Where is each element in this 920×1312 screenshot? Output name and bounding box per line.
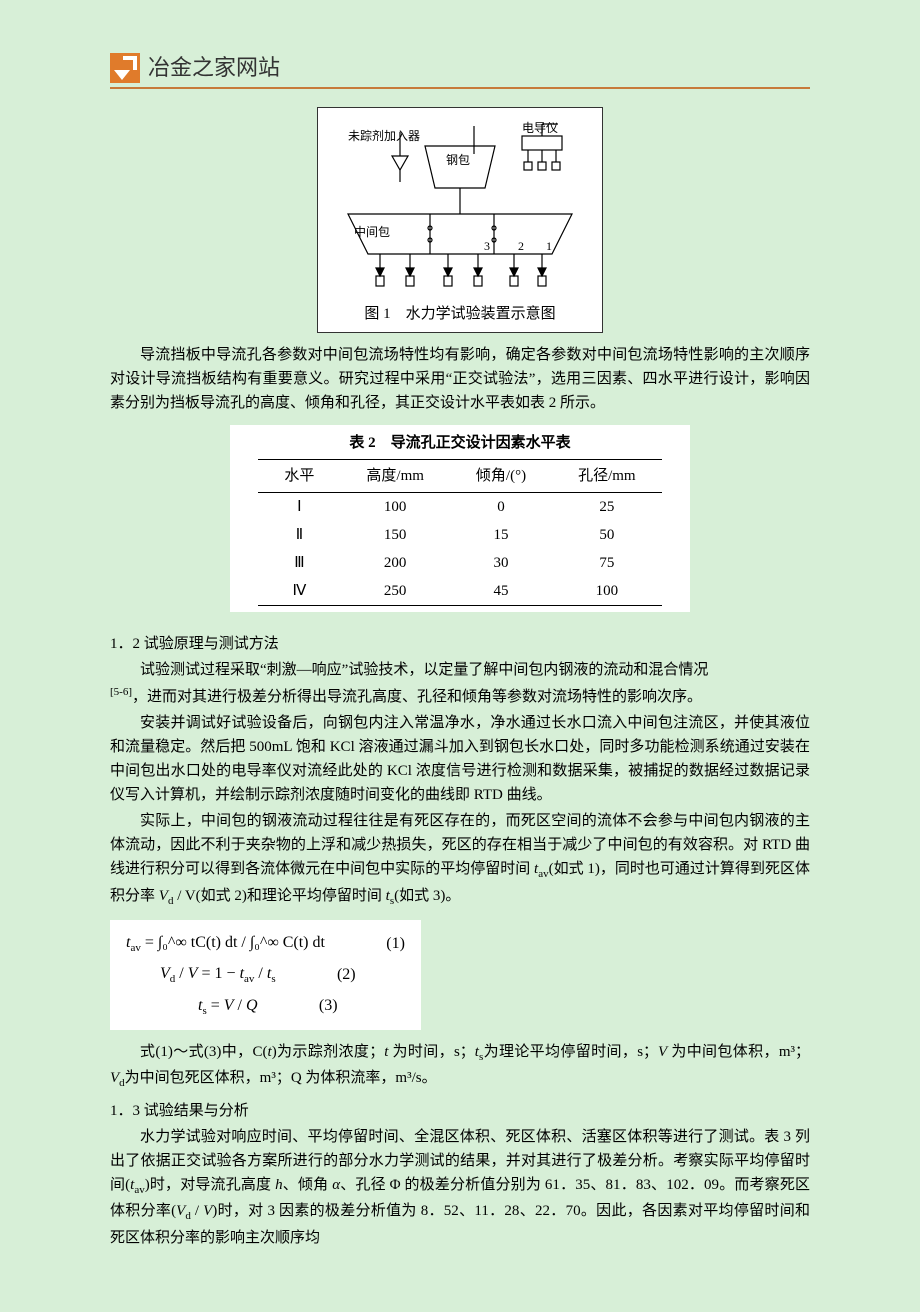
- figure-1-caption: 图 1 水力学试验装置示意图: [330, 302, 590, 326]
- section-1-2-heading: 1．2 试验原理与测试方法: [110, 632, 810, 656]
- table-row: Ⅰ100025: [258, 493, 661, 522]
- figure-1: 未踪剂加入器 钢包 电导仪 中间包 3 2 1 图 1 水力学试验装置示意图: [110, 107, 810, 333]
- svg-text:电导仪: 电导仪: [522, 121, 558, 135]
- svg-text:2: 2: [518, 239, 524, 253]
- site-header: 冶金之家网站: [110, 50, 810, 89]
- section-1-3-heading: 1．3 试验结果与分析: [110, 1099, 810, 1123]
- table-row: Ⅲ2003075: [258, 549, 661, 577]
- paragraph-1: 导流挡板中导流孔各参数对中间包流场特性均有影响，确定各参数对中间包流场特性影响的…: [110, 343, 810, 415]
- equation-1: tav = ∫₀^∞ tC(t) dt / ∫₀^∞ C(t) dt (1): [126, 928, 405, 959]
- svg-text:中间包: 中间包: [354, 224, 390, 239]
- site-logo: [110, 53, 140, 83]
- table-row: Ⅱ1501550: [258, 521, 661, 549]
- paragraph-2a-ref: [5-6]，进而对其进行极差分析得出导流孔高度、孔径和倾角等参数对流场特性的影响…: [110, 684, 810, 709]
- paragraph-4: 水力学试验对响应时间、平均停留时间、全混区体积、死区体积、活塞区体积等进行了测试…: [110, 1125, 810, 1250]
- table-2: 表 2 导流孔正交设计因素水平表 水平 高度/mm 倾角/(°) 孔径/mm Ⅰ…: [110, 425, 810, 620]
- svg-text:未踪剂加入器: 未踪剂加入器: [348, 128, 420, 143]
- equation-3: ts = V / Q (3): [126, 991, 405, 1022]
- equations: tav = ∫₀^∞ tC(t) dt / ∫₀^∞ C(t) dt (1) V…: [110, 920, 810, 1029]
- paragraph-2b: 安装并调试好试验设备后，向钢包内注入常温净水，净水通过长水口流入中间包注流区，并…: [110, 711, 810, 807]
- table-2-caption: 表 2 导流孔正交设计因素水平表: [258, 431, 661, 460]
- paragraph-2c: 实际上，中间包的钢液流动过程往往是有死区存在的，而死区空间的流体不会参与中间包内…: [110, 809, 810, 910]
- site-name: 冶金之家网站: [148, 50, 280, 85]
- svg-text:钢包: 钢包: [446, 153, 470, 167]
- svg-text:3: 3: [484, 239, 490, 253]
- table-row: Ⅳ25045100: [258, 577, 661, 606]
- equation-2: Vd / V = 1 − tav / ts (2): [126, 959, 405, 990]
- svg-text:1: 1: [546, 239, 552, 253]
- paragraph-3: 式(1)～式(3)中，C(t)为示踪剂浓度；t 为时间，s；ts为理论平均停留时…: [110, 1040, 810, 1093]
- paragraph-2a: 试验测试过程采取“刺激—响应”试验技术，以定量了解中间包内钢液的流动和混合情况: [110, 658, 810, 682]
